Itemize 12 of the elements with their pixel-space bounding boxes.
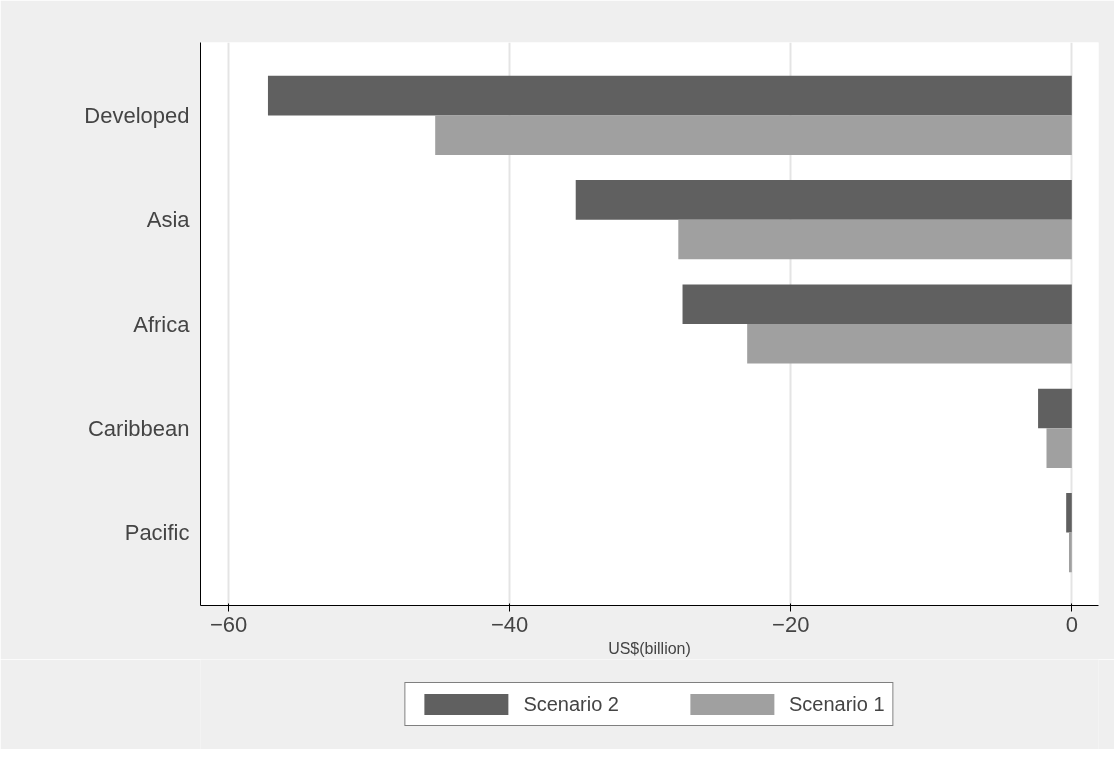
x-axis-title: US$(billion) <box>608 639 691 657</box>
y-tick-label: Asia <box>146 207 191 233</box>
x-tick-label: 0 <box>1065 611 1078 637</box>
legend-label: Scenario 1 <box>789 692 885 716</box>
x-tick-label: −20 <box>772 611 810 637</box>
x-tick-label: −60 <box>209 611 248 637</box>
x-tick-label: −40 <box>491 611 529 637</box>
legend-label: Scenario 2 <box>523 692 619 716</box>
y-tick-label: Africa <box>133 311 191 337</box>
y-tick-label: Developed <box>84 102 190 128</box>
y-tick-label: Caribbean <box>87 415 190 441</box>
y-tick-label: Pacific <box>124 520 190 546</box>
